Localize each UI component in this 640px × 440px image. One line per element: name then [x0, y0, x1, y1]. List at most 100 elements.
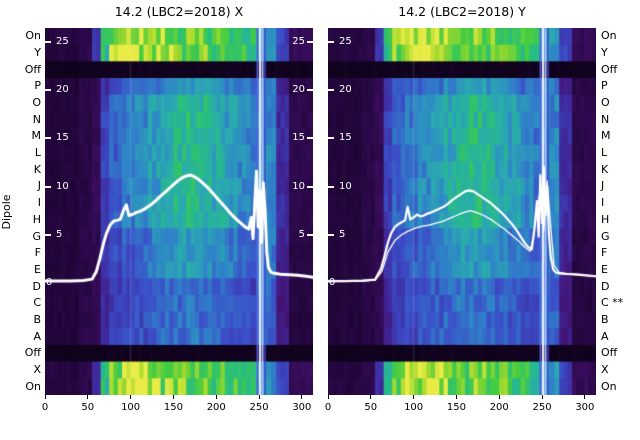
row-label-right: K	[601, 162, 609, 176]
row-label-right: On	[601, 29, 617, 43]
y-tick-dash	[45, 137, 51, 140]
row-label-right: X	[601, 362, 609, 376]
y-tick-dash	[307, 185, 313, 188]
row-label-right: Off	[601, 346, 618, 360]
row-label-right: B	[601, 312, 609, 326]
y-tick-label-inner: 25	[56, 35, 69, 47]
x-tick-mark	[87, 395, 89, 399]
x-tick-label: 250	[249, 402, 269, 413]
x-tick-mark	[541, 395, 543, 399]
y-tick-label-inner: 5	[298, 228, 305, 240]
x-tick-label: 300	[575, 402, 595, 413]
row-label-right: F	[601, 246, 608, 260]
row-label-right: Off	[601, 62, 618, 76]
row-label-right: On	[601, 379, 617, 393]
y-tick-dash	[328, 89, 334, 92]
y-tick-dash	[45, 89, 51, 92]
x-tick-label: 50	[81, 402, 95, 413]
row-label-left: C	[33, 296, 41, 310]
y-tick-label-inner: 20	[56, 84, 69, 96]
x-tick-label: 200	[489, 402, 509, 413]
y-tick-label-inner: 25	[292, 35, 305, 47]
x-tick-label: 200	[206, 402, 226, 413]
y-tick-label-inner: 20	[292, 84, 305, 96]
zero-tick-label: 0	[329, 276, 336, 288]
heatmap-panel-y	[328, 28, 596, 395]
row-label-right: E	[601, 262, 608, 276]
row-label-right: C **	[601, 296, 624, 310]
row-label-left: L	[34, 146, 41, 160]
y-tick-dash	[307, 233, 313, 236]
row-label-left: On	[25, 29, 41, 43]
y-tick-dash	[328, 233, 334, 236]
row-label-right: N	[601, 112, 610, 126]
row-label-left: E	[34, 262, 41, 276]
y-tick-label-inner: 15	[339, 132, 352, 144]
x-tick-label: 150	[163, 402, 183, 413]
row-label-left: D	[32, 279, 41, 293]
row-label-left: G	[32, 229, 41, 243]
row-label-left: X	[33, 362, 41, 376]
panel-y-title: 14.2 (LBC2=2018) Y	[398, 4, 526, 19]
y-tick-dash	[307, 40, 313, 43]
y-tick-label-inner: 20	[339, 84, 352, 96]
x-tick-mark	[258, 395, 260, 399]
row-label-right: O	[601, 96, 610, 110]
x-tick-mark	[215, 395, 217, 399]
row-label-left: J	[37, 179, 41, 193]
y-tick-label-inner: 10	[56, 180, 69, 192]
x-tick-mark	[301, 395, 303, 399]
row-label-left: O	[32, 96, 41, 110]
y-tick-label-inner: 10	[339, 180, 352, 192]
x-tick-mark	[172, 395, 174, 399]
row-label-left: K	[33, 162, 41, 176]
heatmap-panel-x	[45, 28, 313, 395]
y-tick-label-inner: 10	[292, 180, 305, 192]
y-tick-label-inner: 5	[339, 228, 346, 240]
y-tick-label-inner: 15	[292, 132, 305, 144]
y-tick-dash	[45, 233, 51, 236]
zero-tick-label: 0	[46, 276, 53, 288]
row-label-left: P	[34, 79, 41, 93]
row-label-left: A	[33, 329, 41, 343]
y-tick-dash	[45, 40, 51, 43]
row-label-left: B	[33, 312, 41, 326]
row-label-left: N	[32, 112, 41, 126]
row-label-left: On	[25, 379, 41, 393]
row-label-left: I	[37, 196, 41, 210]
x-tick-mark	[498, 395, 500, 399]
x-tick-label: 0	[41, 402, 49, 413]
x-tick-label: 0	[324, 402, 332, 413]
x-tick-mark	[327, 395, 329, 399]
row-label-left: Off	[24, 62, 41, 76]
row-label-right: I	[601, 196, 605, 210]
row-label-right: G	[601, 229, 610, 243]
y-tick-dash	[307, 137, 313, 140]
row-label-left: M	[31, 129, 42, 143]
y-tick-label-inner: 15	[56, 132, 69, 144]
x-tick-label: 100	[404, 402, 424, 413]
x-tick-mark	[413, 395, 415, 399]
row-label-right: P	[601, 79, 608, 93]
row-label-left: Off	[24, 346, 41, 360]
row-label-right: M	[601, 129, 611, 143]
panel-x-title: 14.2 (LBC2=2018) X	[114, 4, 244, 19]
x-tick-mark	[584, 395, 586, 399]
row-label-right: H	[601, 212, 610, 226]
row-label-right: A	[601, 329, 609, 343]
row-label-right: L	[601, 146, 608, 160]
x-tick-mark	[44, 395, 46, 399]
y-tick-label-inner: 25	[339, 35, 352, 47]
row-label-right: Y	[601, 46, 608, 60]
x-tick-mark	[370, 395, 372, 399]
x-tick-mark	[455, 395, 457, 399]
x-tick-mark	[130, 395, 132, 399]
row-label-right: D	[601, 279, 610, 293]
row-label-right: J	[601, 179, 605, 193]
x-tick-label: 50	[364, 402, 378, 413]
x-tick-label: 100	[121, 402, 141, 413]
row-label-left: Y	[34, 46, 41, 60]
y-tick-label-inner: 5	[56, 228, 63, 240]
row-label-left: F	[34, 246, 41, 260]
